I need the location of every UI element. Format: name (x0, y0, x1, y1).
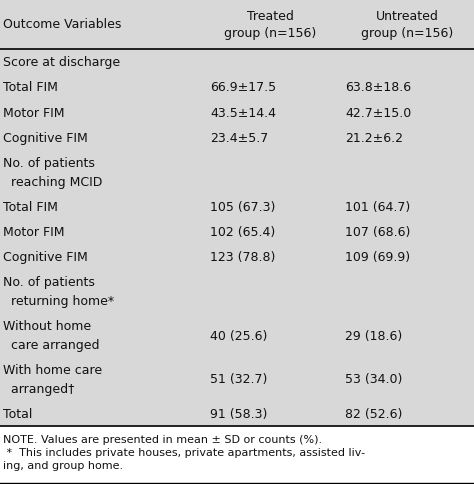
Text: Score at discharge: Score at discharge (3, 56, 120, 69)
Text: Total FIM: Total FIM (3, 200, 58, 213)
Text: 23.4±5.7: 23.4±5.7 (210, 132, 268, 145)
Text: 82 (52.6): 82 (52.6) (345, 407, 402, 420)
Text: Treated: Treated (246, 10, 293, 22)
Text: 109 (69.9): 109 (69.9) (345, 251, 410, 264)
Text: group (n=156): group (n=156) (224, 28, 316, 41)
Text: 123 (78.8): 123 (78.8) (210, 251, 275, 264)
Text: 51 (32.7): 51 (32.7) (210, 373, 267, 386)
Text: Total: Total (3, 407, 32, 420)
Text: arranged†: arranged† (3, 382, 74, 395)
Text: 43.5±14.4: 43.5±14.4 (210, 106, 276, 120)
Text: *  This includes private houses, private apartments, assisted liv-: * This includes private houses, private … (3, 447, 365, 457)
Text: Motor FIM: Motor FIM (3, 226, 64, 239)
Text: 40 (25.6): 40 (25.6) (210, 329, 267, 342)
Text: With home care: With home care (3, 363, 102, 376)
Bar (0, 0, 474, 426)
Text: No. of patients: No. of patients (3, 275, 95, 288)
Text: No. of patients: No. of patients (3, 156, 95, 169)
Text: Without home: Without home (3, 319, 91, 332)
Text: 66.9±17.5: 66.9±17.5 (210, 81, 276, 94)
Text: 21.2±6.2: 21.2±6.2 (345, 132, 403, 145)
Text: Cognitive FIM: Cognitive FIM (3, 251, 88, 264)
Text: 42.7±15.0: 42.7±15.0 (345, 106, 411, 120)
Text: 53 (34.0): 53 (34.0) (345, 373, 402, 386)
Text: Outcome Variables: Outcome Variables (3, 18, 121, 31)
Text: Motor FIM: Motor FIM (3, 106, 64, 120)
Text: care arranged: care arranged (3, 338, 100, 351)
Text: reaching MCID: reaching MCID (3, 176, 102, 189)
Text: NOTE. Values are presented in mean ± SD or counts (%).: NOTE. Values are presented in mean ± SD … (3, 434, 322, 444)
Text: 91 (58.3): 91 (58.3) (210, 407, 267, 420)
Text: 102 (65.4): 102 (65.4) (210, 226, 275, 239)
Text: 107 (68.6): 107 (68.6) (345, 226, 410, 239)
Text: 29 (18.6): 29 (18.6) (345, 329, 402, 342)
Bar (0, 426, 474, 484)
Text: 101 (64.7): 101 (64.7) (345, 200, 410, 213)
Text: 63.8±18.6: 63.8±18.6 (345, 81, 411, 94)
Text: 105 (67.3): 105 (67.3) (210, 200, 275, 213)
Text: returning home*: returning home* (3, 295, 114, 308)
Text: group (n=156): group (n=156) (361, 28, 453, 41)
Text: Cognitive FIM: Cognitive FIM (3, 132, 88, 145)
Text: Total FIM: Total FIM (3, 81, 58, 94)
Text: ing, and group home.: ing, and group home. (3, 460, 123, 470)
Text: Untreated: Untreated (375, 10, 438, 22)
